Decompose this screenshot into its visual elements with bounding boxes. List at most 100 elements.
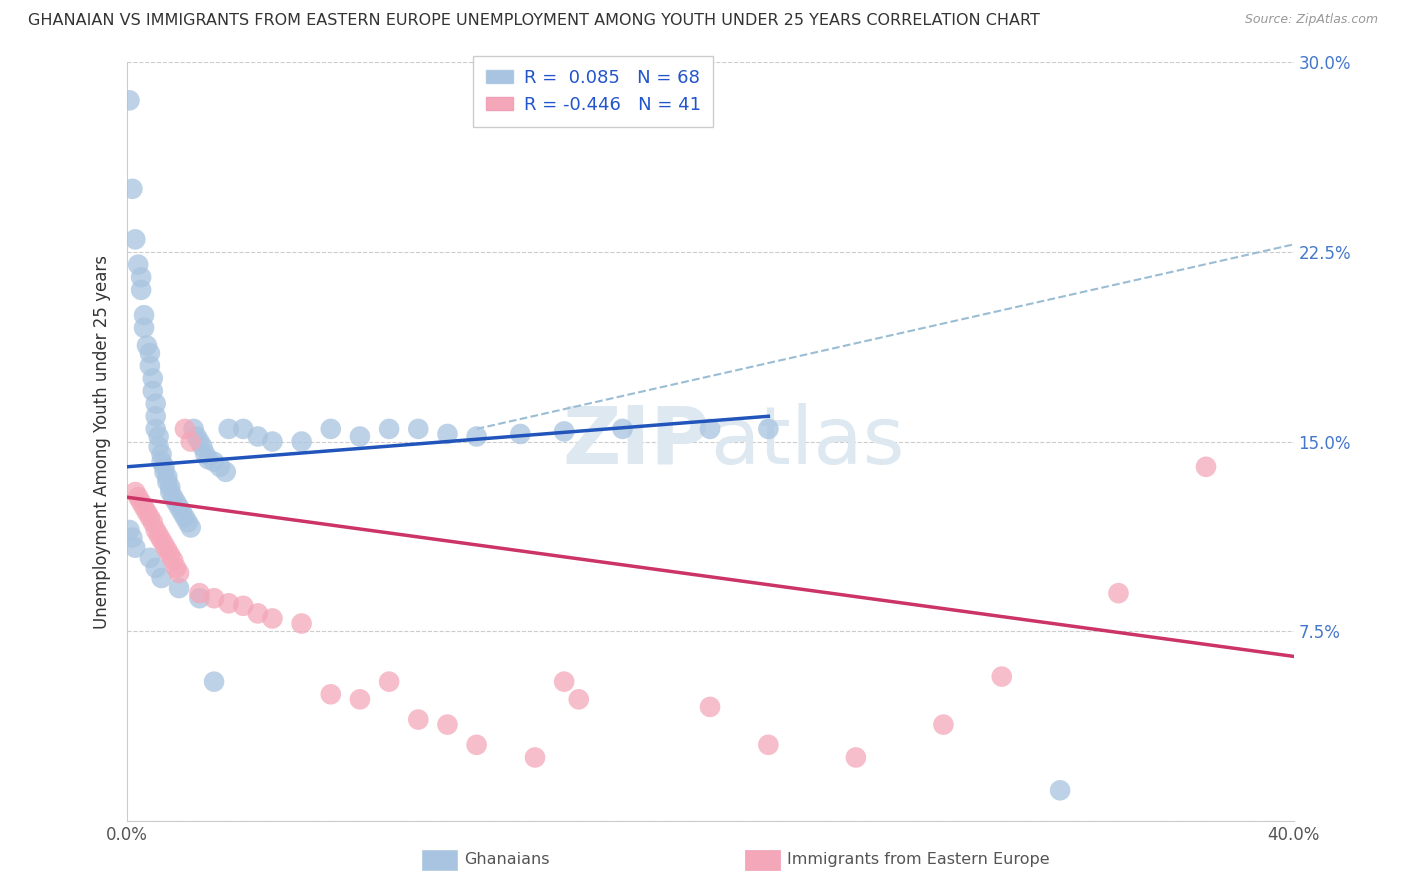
Point (1195, 459, 1218, 474)
Point (246, 607, 269, 621)
Point (232, 599, 254, 613)
Point (170, 505, 193, 519)
Point (174, 510, 197, 524)
Point (246, 429, 269, 443)
Point (145, 422, 167, 436)
Point (124, 485, 146, 500)
Point (612, 422, 634, 436)
Text: GHANAIAN VS IMMIGRANTS FROM EASTERN EUROPE UNEMPLOYMENT AMONG YOUTH UNDER 25 YEA: GHANAIAN VS IMMIGRANTS FROM EASTERN EURO… (28, 13, 1040, 29)
Point (153, 465, 176, 479)
Point (129, 495, 152, 509)
Point (202, 455, 225, 469)
Point (553, 674, 575, 689)
Point (262, 434, 284, 449)
Point (156, 543, 179, 558)
Point (127, 490, 149, 504)
Point (167, 581, 190, 595)
Point (202, 674, 225, 689)
Point (150, 571, 173, 585)
Point (132, 308, 155, 322)
Point (1049, 783, 1071, 797)
Point (188, 591, 211, 606)
Point (191, 440, 214, 454)
Point (349, 429, 371, 443)
Point (186, 429, 208, 443)
Point (159, 480, 181, 494)
Text: ZIP: ZIP (562, 402, 710, 481)
Point (136, 338, 159, 352)
Point (349, 692, 371, 706)
Point (524, 750, 547, 764)
Point (148, 440, 170, 454)
Point (139, 550, 162, 565)
Point (553, 425, 575, 439)
Point (465, 738, 488, 752)
Point (197, 452, 219, 467)
Point (699, 699, 721, 714)
Point (232, 422, 254, 436)
Point (465, 429, 488, 443)
Point (202, 591, 225, 606)
Point (153, 538, 176, 552)
Point (436, 427, 458, 442)
Point (756, 738, 779, 752)
Point (148, 429, 170, 443)
Point (127, 258, 149, 272)
Point (159, 485, 181, 500)
Point (121, 182, 143, 196)
Point (509, 427, 531, 442)
Point (215, 465, 238, 479)
Point (208, 459, 231, 474)
Point (142, 371, 165, 385)
Point (129, 283, 152, 297)
Point (290, 434, 312, 449)
Point (139, 510, 162, 524)
Point (136, 505, 159, 519)
Point (121, 531, 143, 545)
Point (159, 548, 181, 563)
Point (124, 232, 146, 246)
Text: atlas: atlas (710, 402, 904, 481)
Point (124, 541, 146, 555)
Point (162, 490, 184, 504)
Point (699, 422, 721, 436)
Point (132, 500, 155, 515)
Point (188, 434, 211, 449)
Point (436, 717, 458, 731)
Point (378, 674, 401, 689)
Legend: R =  0.085   N = 68, R = -0.446   N = 41: R = 0.085 N = 68, R = -0.446 N = 41 (474, 56, 713, 127)
Point (408, 422, 430, 436)
Point (153, 459, 176, 474)
Point (165, 561, 187, 575)
Point (218, 422, 240, 436)
Point (150, 447, 173, 461)
Point (180, 520, 202, 534)
Point (188, 586, 211, 600)
Point (290, 616, 312, 631)
Point (990, 669, 1012, 683)
Point (150, 533, 173, 547)
Point (132, 320, 155, 334)
Point (167, 500, 190, 515)
Point (145, 396, 167, 410)
Point (180, 434, 202, 449)
Point (319, 422, 342, 436)
Point (142, 384, 165, 398)
Point (1108, 586, 1130, 600)
Point (568, 692, 591, 706)
Point (162, 553, 184, 567)
Point (139, 346, 162, 360)
Point (845, 750, 868, 764)
Point (218, 596, 240, 610)
Point (118, 94, 141, 108)
Point (262, 611, 284, 625)
Text: Source: ZipAtlas.com: Source: ZipAtlas.com (1244, 13, 1378, 27)
Point (148, 528, 170, 542)
Text: Immigrants from Eastern Europe: Immigrants from Eastern Europe (787, 853, 1050, 867)
Point (165, 495, 187, 509)
Point (118, 523, 141, 537)
Point (183, 422, 205, 436)
Point (150, 455, 173, 469)
Point (319, 687, 342, 701)
Text: Ghanaians: Ghanaians (464, 853, 550, 867)
